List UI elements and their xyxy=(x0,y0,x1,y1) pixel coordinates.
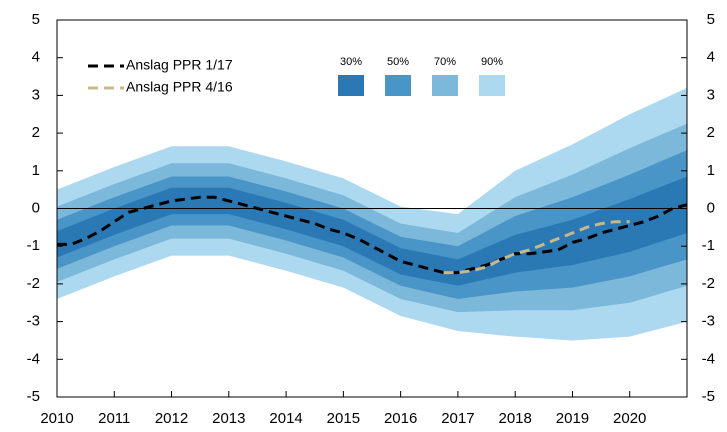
y2-tick-label: 5 xyxy=(707,11,715,28)
x-tick-label: 2014 xyxy=(269,410,302,427)
x-tick-label: 2020 xyxy=(613,410,646,427)
y-tick-label: 0 xyxy=(32,199,40,216)
y2-tick-label: 3 xyxy=(707,86,715,103)
x-tick-label: 2019 xyxy=(556,410,589,427)
fan-band xyxy=(57,176,687,286)
y-tick-label: 4 xyxy=(32,49,40,66)
x-tick-label: 2017 xyxy=(441,410,474,427)
legend-band-swatch xyxy=(479,75,505,96)
legend-band-label: 70% xyxy=(434,56,456,68)
legend-band-label: 50% xyxy=(387,56,409,68)
y2-tick-label: -2 xyxy=(702,275,715,292)
y-tick-label: 5 xyxy=(32,11,40,28)
y-tick-label: 2 xyxy=(32,124,40,141)
x-tick-label: 2015 xyxy=(327,410,360,427)
y2-tick-label: 1 xyxy=(707,162,715,179)
y2-tick-label: 2 xyxy=(707,124,715,141)
legend-band-swatch xyxy=(338,75,364,96)
forecast-line xyxy=(57,195,688,275)
legend-band-swatch xyxy=(432,75,458,96)
y-tick-label: 1 xyxy=(32,162,40,179)
y-tick-label: 3 xyxy=(32,86,40,103)
y2-tick-label: -4 xyxy=(702,350,715,367)
y2-tick-label: -5 xyxy=(702,388,715,405)
x-tick-label: 2018 xyxy=(498,410,531,427)
y-tick-label: -4 xyxy=(27,350,40,367)
y2-tick-label: -3 xyxy=(702,313,715,330)
legend-band-label: 30% xyxy=(340,56,362,68)
x-tick-label: 2012 xyxy=(155,410,188,427)
legend-label: Anslag PPR 1/17 xyxy=(126,57,233,73)
legend-band-swatch xyxy=(385,75,411,96)
x-tick-label: 2011 xyxy=(98,410,130,427)
y-tick-label: -3 xyxy=(27,313,40,330)
y2-tick-label: -1 xyxy=(702,237,715,254)
legend-label: Anslag PPR 4/16 xyxy=(126,79,233,95)
y2-tick-label: 0 xyxy=(707,199,715,216)
x-tick-label: 2016 xyxy=(384,410,417,427)
x-tick-label: 2013 xyxy=(212,410,245,427)
y-tick-label: -2 xyxy=(27,275,40,292)
y-tick-label: -1 xyxy=(27,237,40,254)
y-tick-label: -5 xyxy=(27,388,40,405)
forecast-line xyxy=(443,220,630,275)
legend-band-label: 90% xyxy=(481,56,503,68)
x-tick-label: 2010 xyxy=(40,410,73,427)
y2-tick-label: 4 xyxy=(707,49,715,66)
